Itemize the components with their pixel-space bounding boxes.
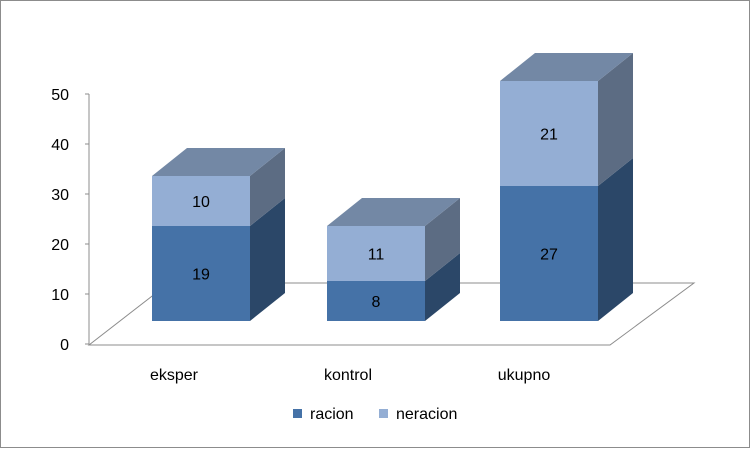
- y-tick-label: 50: [51, 87, 69, 104]
- bar-kontrol-neracion: [327, 198, 460, 281]
- y-tick-label: 10: [51, 287, 69, 304]
- bar-ukupno-neracion: [500, 53, 633, 186]
- data-label-eksper-racion: 19: [192, 267, 210, 284]
- data-label-ukupno-racion: 27: [540, 247, 558, 264]
- data-label-ukupno-neracion: 21: [540, 127, 558, 144]
- legend-label-racion: racion: [310, 406, 354, 423]
- legend-item-neracion: neracion: [379, 406, 457, 423]
- x-tick-label-kontrol: kontrol: [324, 367, 372, 384]
- data-label-eksper-neracion: 10: [192, 194, 210, 211]
- data-label-kontrol-neracion: 11: [368, 247, 385, 264]
- legend-item-racion: racion: [293, 406, 354, 423]
- bar-eksper-racion: [152, 198, 285, 321]
- legend-label-neracion: neracion: [396, 406, 457, 423]
- y-tick-label: 30: [51, 187, 69, 204]
- chart-floor: [87, 282, 696, 346]
- y-tick-label: 20: [51, 237, 69, 254]
- bar-kontrol-racion: [327, 253, 460, 321]
- x-tick-label-ukupno: ukupno: [498, 367, 551, 384]
- x-tick-label-eksper: eksper: [150, 367, 199, 384]
- bar-ukupno-racion: [500, 158, 633, 321]
- y-tick-label: 40: [51, 137, 69, 154]
- bar-eksper-neracion: [152, 148, 285, 226]
- y-tick-label: 0: [60, 337, 69, 354]
- data-label-kontrol-racion: 8: [372, 294, 381, 311]
